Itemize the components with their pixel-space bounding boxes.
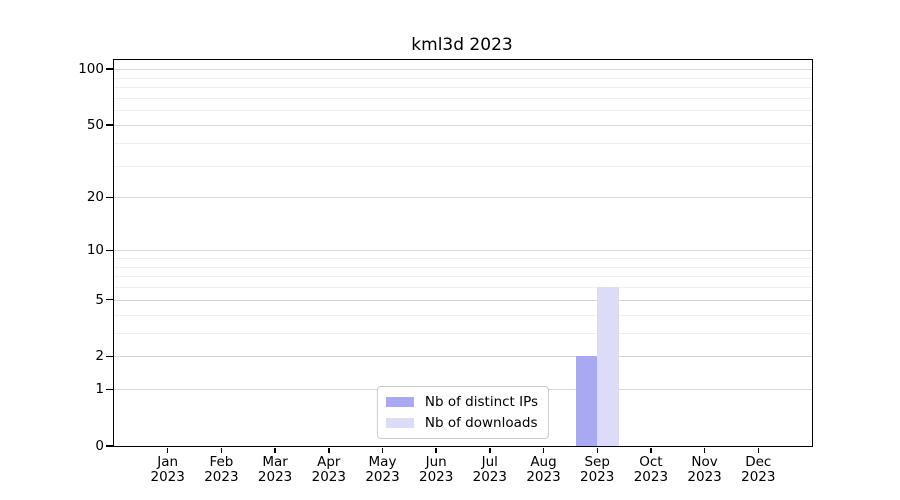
- x-tick-mark-mar: [274, 447, 276, 453]
- y-tick-mark-100: [106, 68, 113, 70]
- x-tick-year: 2023: [419, 469, 454, 485]
- x-tick-mark-feb: [220, 447, 223, 453]
- x-tick-label-jul: Jul 2023: [458, 455, 522, 485]
- plot-area: 0 1 2 5 10 20 50 100 Jan 2023 Feb 2023 Mar 2023 Apr 20…: [78, 59, 813, 485]
- x-tick-label-may: May 2023: [351, 455, 415, 485]
- x-tick-mark-nov: [703, 447, 706, 453]
- gridline-major-2: [114, 356, 812, 358]
- gridline-minor-4: [114, 314, 812, 316]
- x-tick-label-oct: Oct 2023: [619, 455, 683, 485]
- y-tick-mark-20: [106, 196, 113, 199]
- x-tick-mark-aug: [542, 447, 545, 453]
- y-tick-mark-10: [106, 249, 113, 251]
- x-tick-month: Feb: [209, 454, 234, 470]
- x-tick-year: 2023: [526, 469, 561, 485]
- y-tick-label-20: 20: [86, 189, 104, 206]
- x-tick-label-nov: Nov 2023: [673, 455, 737, 485]
- x-tick-mark-jul: [489, 447, 491, 453]
- x-tick-label-jan: Jan 2023: [136, 455, 200, 485]
- x-tick-year: 2023: [633, 469, 669, 485]
- x-tick-year: 2023: [150, 469, 185, 485]
- x-tick-year: 2023: [472, 469, 507, 485]
- y-tick-label-1: 1: [95, 381, 104, 398]
- legend-label-downloads: Nb of downloads: [424, 415, 538, 431]
- x-tick-mark-oct: [650, 447, 652, 453]
- x-tick-month: Mar: [262, 454, 288, 470]
- x-tick-month: Nov: [691, 454, 718, 470]
- y-tick-mark-50: [106, 124, 113, 126]
- gridline-minor-40: [114, 142, 812, 144]
- x-tick-label-dec: Dec 2023: [726, 455, 790, 485]
- x-tick-mark-may: [381, 447, 384, 453]
- gridline-major-5: [114, 299, 812, 301]
- gridline-major-20: [114, 197, 812, 199]
- x-tick-month: Jun: [425, 454, 447, 470]
- legend-swatch-distinct-ips: [385, 397, 414, 407]
- x-tick-year: 2023: [687, 469, 722, 485]
- x-tick-month: Oct: [639, 454, 663, 470]
- x-tick-month: Sep: [584, 454, 610, 470]
- y-tick-mark-2: [106, 355, 113, 357]
- legend: Nb of distinct IPs Nb of downloads: [376, 386, 550, 439]
- legend-item-downloads: Nb of downloads: [385, 415, 538, 431]
- x-tick-label-sep: Sep 2023: [565, 455, 629, 485]
- y-tick-label-50: 50: [86, 117, 104, 133]
- x-tick-label-aug: Aug 2023: [512, 455, 576, 485]
- x-tick-month: Dec: [745, 454, 772, 470]
- gridline-major-100: [114, 69, 812, 71]
- y-tick-mark-1: [106, 388, 113, 391]
- x-tick-month: Aug: [530, 454, 557, 470]
- x-tick-label-feb: Feb 2023: [189, 455, 253, 485]
- y-tick-mark-0: [106, 445, 113, 447]
- gridline-major-10: [114, 250, 812, 252]
- y-tick-label-5: 5: [95, 291, 104, 308]
- x-tick-month: Jan: [157, 454, 179, 470]
- y-tick-label-10: 10: [86, 242, 104, 259]
- x-tick-mark-apr: [328, 447, 330, 453]
- x-tick-mark-dec: [757, 447, 760, 453]
- x-tick-month: Jul: [481, 454, 498, 470]
- x-tick-year: 2023: [365, 469, 400, 485]
- x-tick-mark-sep: [596, 447, 598, 453]
- gridline-major-50: [114, 125, 812, 126]
- chart-title: kml3d 2023: [411, 35, 513, 55]
- bar-downloads-sep: [597, 287, 619, 446]
- x-tick-year: 2023: [204, 469, 239, 485]
- x-tick-label-jun: Jun 2023: [404, 455, 468, 485]
- x-tick-mark-jun: [435, 447, 437, 453]
- y-tick-label-2: 2: [95, 348, 104, 365]
- gridline-minor-90: [114, 77, 812, 79]
- x-tick-month: Apr: [317, 454, 341, 470]
- legend-swatch-downloads: [385, 418, 414, 428]
- gridline-minor-7: [114, 276, 812, 278]
- gridline-minor-9: [114, 258, 812, 259]
- x-tick-year: 2023: [580, 469, 615, 485]
- x-tick-mark-jan: [166, 447, 169, 453]
- x-tick-year: 2023: [257, 469, 293, 485]
- x-tick-year: 2023: [741, 469, 776, 485]
- gridline-minor-80: [114, 87, 812, 89]
- gridline-minor-3: [114, 332, 812, 334]
- bar-distinct-ips-sep: [575, 356, 598, 446]
- x-tick-label-apr: Apr 2023: [297, 455, 361, 485]
- gridline-minor-60: [114, 110, 812, 112]
- y-tick-label-100: 100: [78, 61, 104, 78]
- legend-label-distinct-ips: Nb of distinct IPs: [424, 394, 539, 410]
- gridline-minor-70: [114, 97, 812, 99]
- gridline-minor-6: [114, 287, 812, 289]
- y-tick-label-0: 0: [95, 438, 104, 454]
- gridline-minor-30: [114, 165, 812, 167]
- legend-item-distinct-ips: Nb of distinct IPs: [385, 394, 539, 410]
- x-tick-year: 2023: [311, 469, 346, 485]
- gridline-minor-8: [114, 266, 812, 268]
- y-tick-mark-5: [106, 298, 113, 301]
- x-tick-month: May: [368, 454, 397, 470]
- x-tick-label-mar: Mar 2023: [243, 455, 307, 485]
